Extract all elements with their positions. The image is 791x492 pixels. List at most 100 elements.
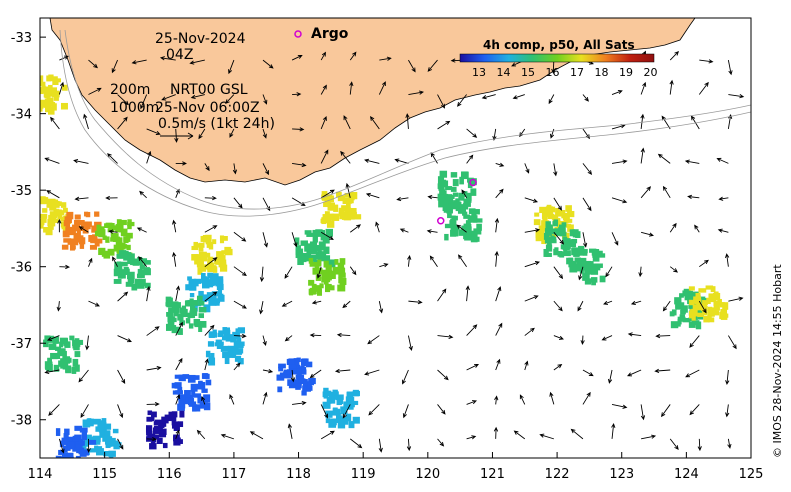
sst-pixel — [184, 397, 190, 405]
current-arrow — [582, 163, 593, 175]
sst-pixel — [168, 411, 176, 418]
sst-pixel — [581, 261, 587, 266]
sst-pixel — [680, 305, 688, 313]
current-arrow — [175, 285, 181, 302]
sst-pixel — [295, 251, 301, 259]
current-arrow — [59, 264, 71, 270]
sst-pixel — [688, 286, 695, 291]
x-tick-label: 114 — [28, 467, 53, 482]
sst-pixel — [66, 452, 74, 458]
sst-pixel — [40, 208, 41, 217]
current-arrow — [657, 153, 671, 164]
sst-pixel — [188, 280, 193, 286]
current-arrow — [461, 189, 467, 199]
sst-pixel — [193, 393, 202, 398]
sst-pixel — [154, 434, 160, 440]
sst-pixel — [194, 259, 202, 265]
sst-pixel — [220, 345, 229, 352]
sst-pixel — [89, 244, 97, 250]
sst-pixel — [49, 211, 58, 219]
sst-pixel — [695, 321, 702, 330]
sst-pixel — [297, 257, 304, 266]
sst-pixel — [205, 252, 211, 258]
sst-pixel — [193, 278, 202, 284]
sst-pixel — [341, 213, 349, 220]
current-arrow — [343, 115, 351, 130]
sst-pixel — [53, 364, 60, 372]
sst-pixel — [277, 386, 283, 393]
sst-pixel — [112, 428, 119, 434]
sst-pixel — [123, 236, 131, 242]
sst-pixel — [55, 353, 61, 359]
current-arrow — [379, 263, 389, 268]
sst-pixel — [322, 236, 330, 244]
sst-pixel — [323, 246, 330, 254]
current-arrow — [689, 335, 700, 348]
sst-pixel — [327, 271, 333, 276]
sst-pixel — [40, 106, 43, 112]
current-arrow — [577, 300, 584, 312]
sst-pixel — [40, 75, 44, 84]
current-arrow — [233, 362, 241, 371]
sst-pixel — [458, 192, 465, 201]
current-arrow — [378, 81, 386, 95]
sst-pixel — [171, 301, 179, 306]
current-arrow — [654, 368, 671, 374]
sst-pixel — [338, 211, 345, 217]
colorbar-title: 4h comp, p50, All Sats — [483, 38, 635, 52]
sst-pixel — [326, 285, 335, 291]
sst-pixel — [178, 398, 184, 407]
current-arrow — [548, 94, 555, 105]
sst-pixel — [700, 305, 708, 312]
current-arrow — [458, 254, 467, 267]
sst-pixel — [120, 269, 128, 275]
sst-pixel — [77, 460, 82, 466]
current-arrow — [233, 266, 247, 277]
sst-pixel — [670, 321, 679, 329]
sst-pixel — [50, 205, 57, 211]
current-arrow — [466, 154, 474, 164]
sst-pixel — [184, 390, 191, 398]
current-arrow — [320, 149, 329, 164]
sst-pixel — [300, 358, 306, 366]
current-arrow — [407, 335, 413, 352]
sst-pixel — [108, 250, 114, 256]
sst-pixel — [461, 171, 468, 179]
sst-pixel — [115, 227, 122, 233]
sst-pixel — [59, 440, 65, 448]
sst-pixel — [97, 421, 105, 430]
sst-pixel — [325, 264, 332, 272]
current-arrow — [320, 115, 327, 130]
colorbar-tick-label: 15 — [521, 66, 535, 79]
sst-pixel — [47, 225, 54, 230]
current-arrow — [437, 120, 451, 130]
sst-pixel — [232, 346, 239, 354]
x-tick-label: 119 — [351, 467, 376, 482]
sst-pixel — [193, 241, 199, 248]
sst-pixel — [188, 323, 194, 329]
current-arrow — [146, 326, 160, 336]
current-arrow — [48, 404, 60, 416]
sst-pixel — [59, 210, 65, 215]
sst-pixel — [595, 263, 603, 268]
sst-pixel — [308, 279, 315, 286]
current-arrow — [136, 227, 147, 233]
sst-pixel — [30, 79, 37, 86]
sst-pixel — [231, 352, 237, 358]
argo-float-marker — [469, 178, 477, 187]
sst-pixel — [46, 75, 52, 82]
sst-pixel — [58, 449, 66, 455]
sst-pixel — [147, 433, 156, 439]
sst-pixel — [325, 228, 334, 237]
sst-pixel — [34, 208, 39, 216]
sst-pixel — [76, 230, 81, 238]
sst-pixel — [218, 259, 227, 268]
current-arrow — [728, 296, 744, 302]
sst-patch — [322, 387, 360, 429]
sst-pixel — [197, 267, 203, 275]
current-arrow — [349, 438, 363, 449]
current-arrow — [220, 433, 235, 440]
sst-pixel — [340, 409, 348, 415]
current-arrow — [437, 438, 445, 447]
sst-pixel — [171, 327, 179, 334]
